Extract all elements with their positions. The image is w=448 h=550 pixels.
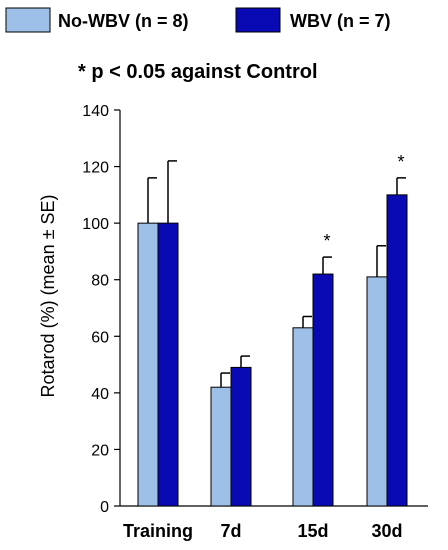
bar-training-series-1 [157, 222, 179, 507]
x-axis-ticks: Training 7d 15d 30d [123, 521, 403, 541]
y-tick-label: 40 [91, 386, 109, 403]
bar-7d-series-0 [210, 386, 232, 507]
legend-swatch-no-wbv [5, 7, 51, 33]
significance-marker: * [323, 231, 330, 251]
y-axis-label: Rotarod (%) (mean ± SE) [38, 195, 58, 398]
bar-15d-series-0 [292, 327, 314, 507]
legend-swatch-wbv [235, 7, 281, 33]
legend-label-no-wbv: No-WBV (n = 8) [58, 11, 189, 31]
x-tick-label-7d: 7d [220, 521, 241, 541]
significance-marker: * [397, 152, 404, 172]
bar-7d-series-1 [230, 366, 252, 507]
y-tick-label: 100 [82, 216, 109, 233]
x-tick-label-training: Training [123, 521, 193, 541]
bar-training-series-0 [137, 222, 159, 507]
bars [137, 194, 408, 507]
y-tick-label: 0 [100, 499, 109, 516]
bar-30d-series-0 [366, 276, 388, 507]
y-tick-label: 60 [91, 329, 109, 346]
y-tick-label: 120 [82, 160, 109, 177]
y-axis-ticks: 0 20 40 60 80 100 120 140 [82, 103, 120, 516]
bar-30d-series-1 [386, 194, 408, 507]
y-tick-label: 140 [82, 103, 109, 120]
legend: No-WBV (n = 8) WBV (n = 7) [5, 7, 391, 33]
y-tick-label: 20 [91, 442, 109, 459]
legend-label-wbv: WBV (n = 7) [290, 11, 391, 31]
bar-15d-series-1 [312, 273, 334, 507]
x-tick-label-15d: 15d [297, 521, 328, 541]
y-tick-label: 80 [91, 273, 109, 290]
error-bars [147, 160, 406, 388]
significance-note: * p < 0.05 against Control [78, 61, 318, 83]
significance-markers: ** [323, 152, 404, 251]
x-tick-label-30d: 30d [371, 521, 402, 541]
